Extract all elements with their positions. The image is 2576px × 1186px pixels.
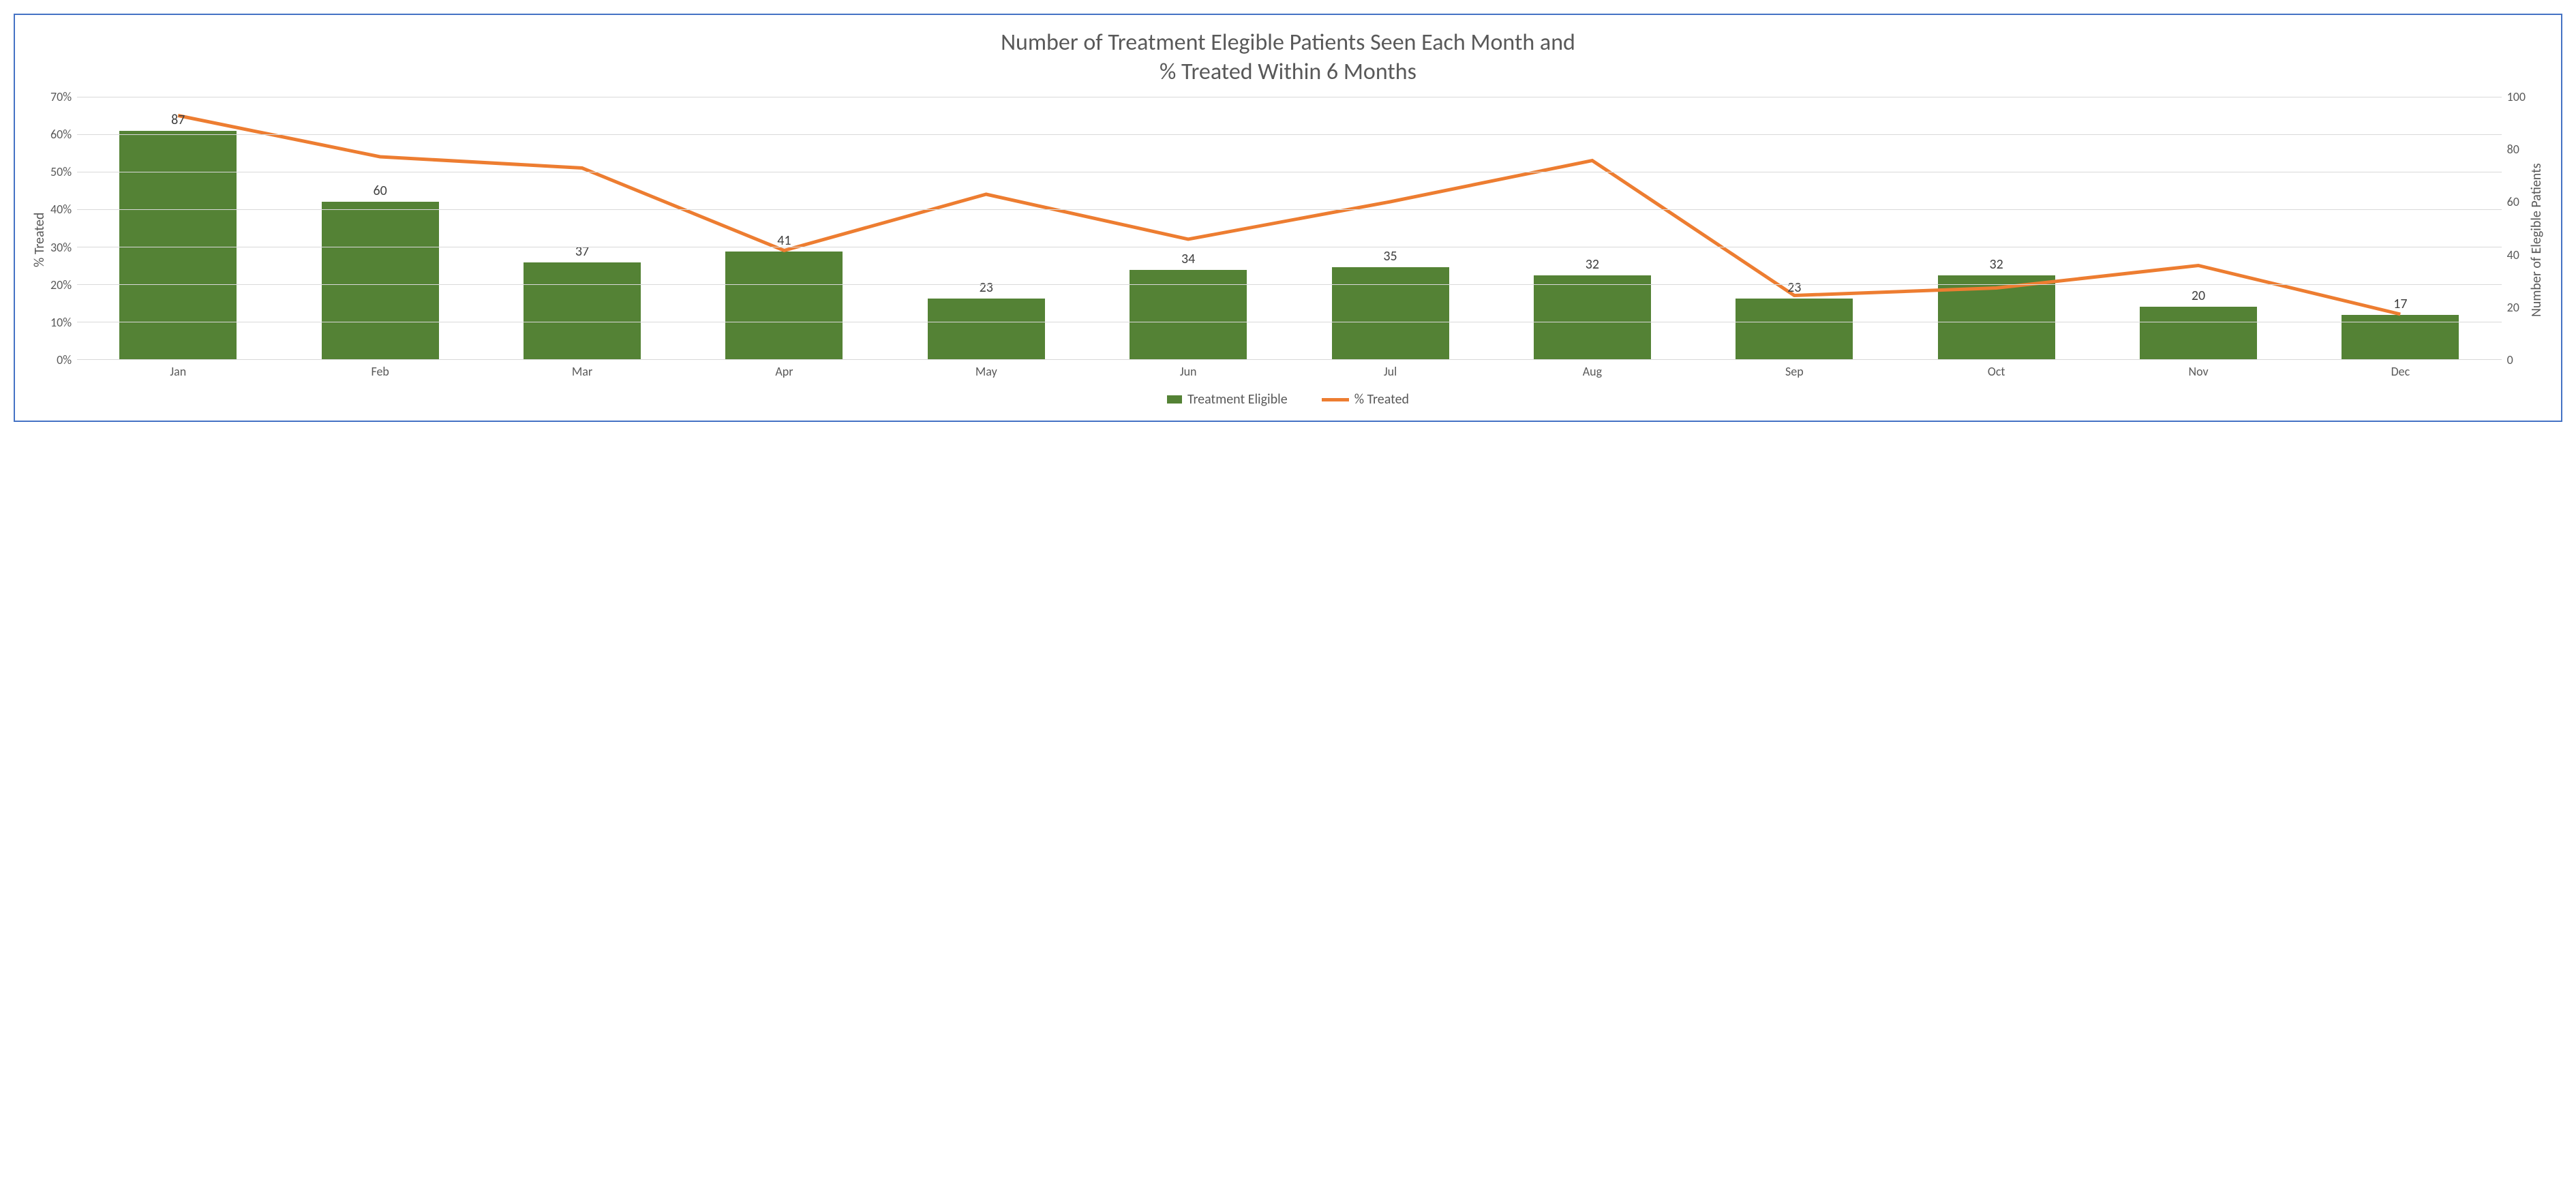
x-tick: Mar xyxy=(481,364,683,379)
x-tick: Jul xyxy=(1289,364,1491,379)
bar-data-label: 87 xyxy=(171,112,185,128)
legend-item-bar: Treatment Eligible xyxy=(1167,391,1288,408)
legend-item-line: % Treated xyxy=(1322,391,1409,408)
plot-area: 876037412334353223322017 JanFebMarAprMay… xyxy=(77,97,2502,383)
bar-data-label: 17 xyxy=(2393,296,2407,312)
legend: Treatment Eligible % Treated xyxy=(29,383,2547,410)
x-axis-ticks: JanFebMarAprMayJunJulAugSepOctNovDec xyxy=(77,360,2502,383)
grid-area: 876037412334353223322017 xyxy=(77,97,2502,360)
bar-data-label: 35 xyxy=(1383,248,1397,264)
x-tick: Jan xyxy=(77,364,279,379)
x-tick: May xyxy=(885,364,1087,379)
legend-label-line: % Treated xyxy=(1354,391,1409,408)
x-tick: Sep xyxy=(1693,364,1895,379)
y-axis-left-ticks: 70%60%50%40%30%20%10%0% xyxy=(50,97,77,383)
legend-swatch-bar-icon xyxy=(1167,395,1182,404)
x-tick: Apr xyxy=(683,364,885,379)
y-axis-right-ticks: 100806040200 xyxy=(2502,97,2526,383)
x-tick: Nov xyxy=(2097,364,2299,379)
gridline xyxy=(77,134,2502,135)
gridline xyxy=(77,284,2502,285)
x-tick: Oct xyxy=(1896,364,2097,379)
y-axis-left-label: % Treated xyxy=(29,97,50,383)
x-tick: Dec xyxy=(2299,364,2501,379)
y-axis-right-label: Number of Elegible Patients xyxy=(2526,97,2547,383)
bar-data-label: 34 xyxy=(1181,251,1195,267)
x-tick: Jun xyxy=(1087,364,1289,379)
bar-data-label: 23 xyxy=(1787,279,1801,296)
bar-data-label: 20 xyxy=(2192,288,2205,304)
chart-container: Number of Treatment Elegible Patients Se… xyxy=(14,14,2562,422)
x-tick: Aug xyxy=(1491,364,1693,379)
bar-data-label: 60 xyxy=(374,183,387,199)
bar-data-label: 23 xyxy=(980,279,993,296)
legend-label-bar: Treatment Eligible xyxy=(1187,391,1288,408)
bar-data-label: 37 xyxy=(575,243,589,260)
legend-swatch-line-icon xyxy=(1322,398,1349,401)
data-labels-layer: 876037412334353223322017 xyxy=(77,97,2502,359)
plot-wrapper: % Treated 70%60%50%40%30%20%10%0% 87 60 37… xyxy=(29,97,2547,383)
chart-title: Number of Treatment Elegible Patients Se… xyxy=(29,29,2547,87)
x-tick: Feb xyxy=(279,364,481,379)
bar-data-label: 32 xyxy=(1586,256,1599,273)
bar-data-label: 32 xyxy=(1990,256,2003,273)
gridline xyxy=(77,209,2502,210)
